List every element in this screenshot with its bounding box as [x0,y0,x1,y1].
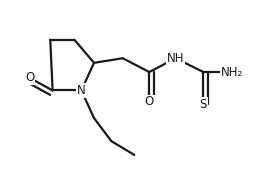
Text: NH: NH [167,52,185,65]
Text: NH₂: NH₂ [221,66,243,78]
Text: O: O [25,71,34,84]
Text: N: N [77,84,86,97]
Text: O: O [145,96,154,108]
Text: S: S [200,98,207,111]
